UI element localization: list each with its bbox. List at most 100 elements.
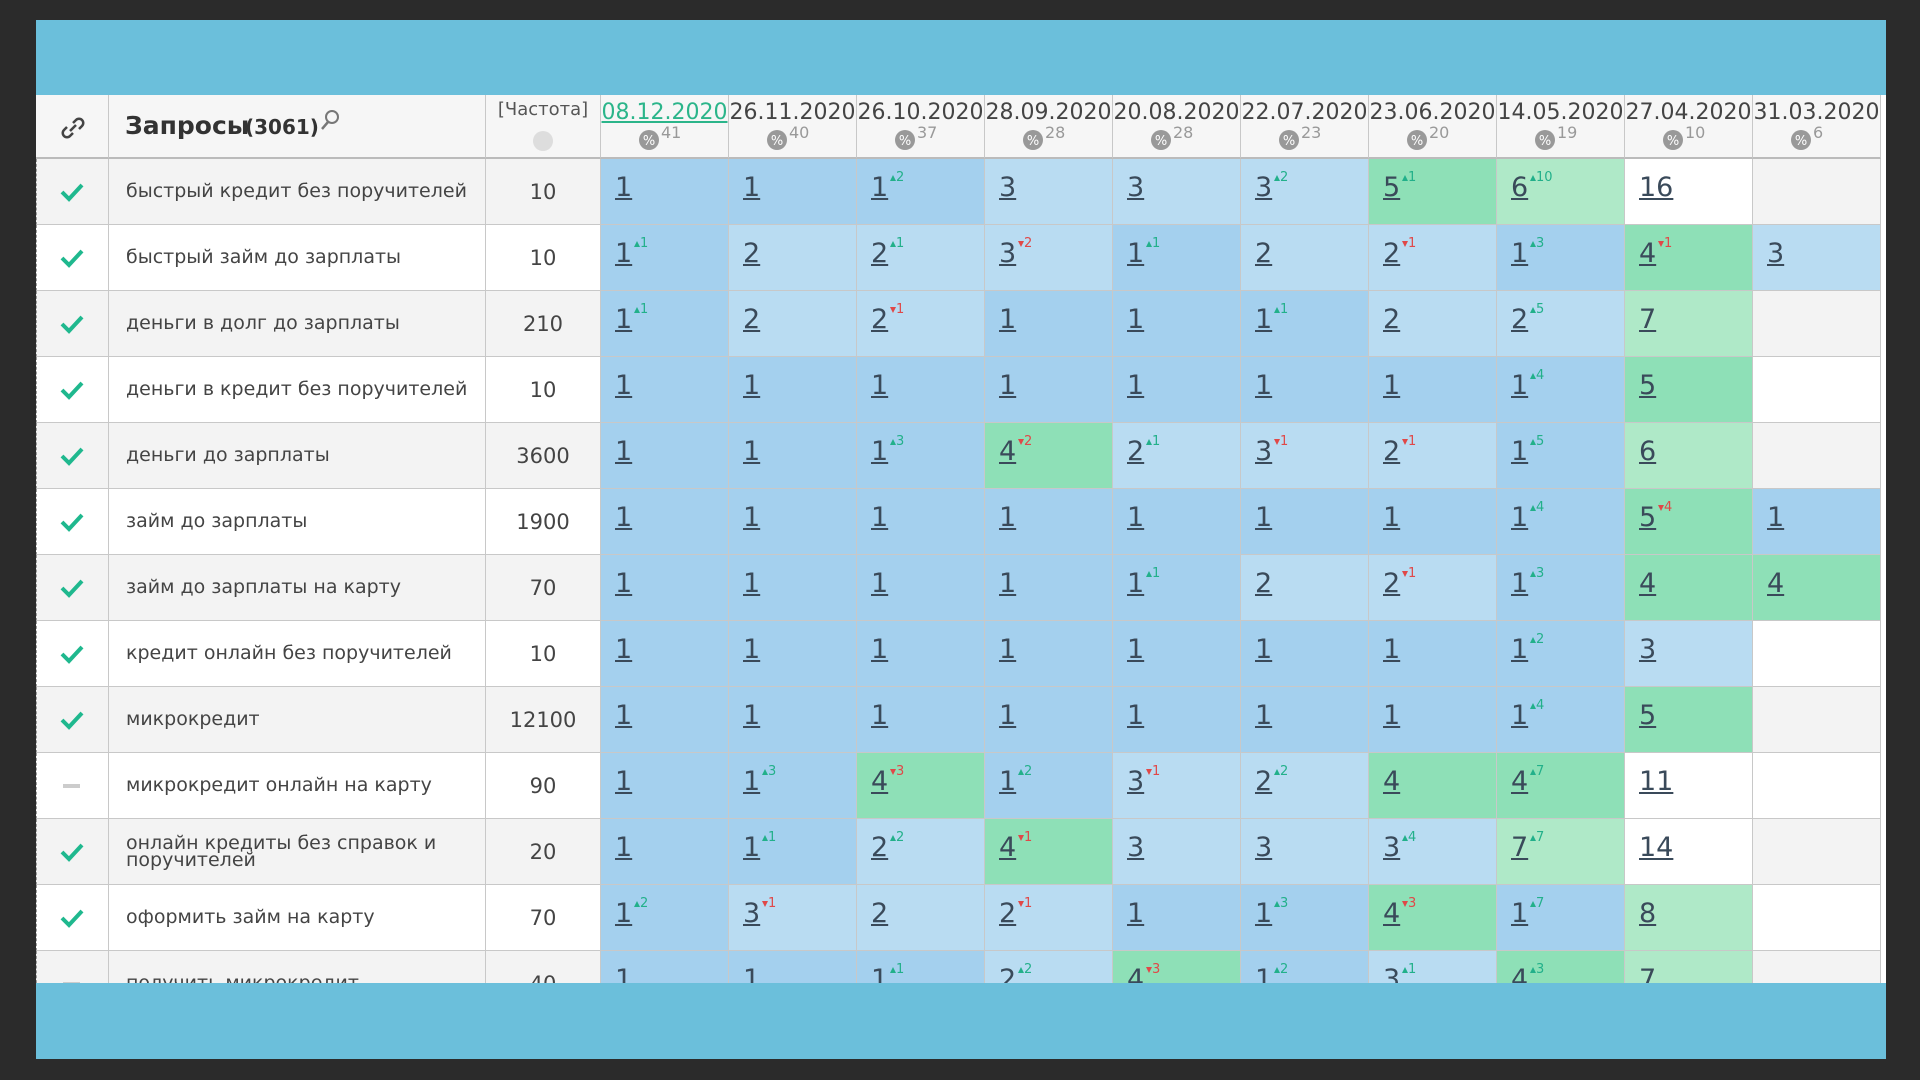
position-link[interactable]: 1 xyxy=(1255,964,1273,983)
position-link[interactable]: 1 xyxy=(871,700,889,731)
date-link[interactable]: 27.04.2020 xyxy=(1625,100,1752,125)
position-link[interactable]: 3 xyxy=(1255,436,1273,467)
date-link[interactable]: 26.10.2020 xyxy=(857,100,984,125)
position-link[interactable]: 4 xyxy=(1127,964,1145,983)
position-link[interactable]: 1 xyxy=(871,370,889,401)
date-link[interactable]: 20.08.2020 xyxy=(1113,100,1240,125)
position-link[interactable]: 14 xyxy=(1639,832,1674,863)
position-link[interactable]: 1 xyxy=(1127,370,1145,401)
position-link[interactable]: 1 xyxy=(743,172,761,203)
position-link[interactable]: 2 xyxy=(871,304,889,335)
position-link[interactable]: 3 xyxy=(1127,766,1145,797)
position-link[interactable]: 3 xyxy=(1383,832,1401,863)
position-link[interactable]: 1 xyxy=(743,568,761,599)
position-link[interactable]: 1 xyxy=(871,964,889,983)
position-link[interactable]: 2 xyxy=(1383,568,1401,599)
position-link[interactable]: 1 xyxy=(615,370,633,401)
position-link[interactable]: 4 xyxy=(1383,766,1401,797)
position-link[interactable]: 2 xyxy=(1383,238,1401,269)
position-link[interactable]: 1 xyxy=(1255,370,1273,401)
position-link[interactable]: 2 xyxy=(1255,238,1273,269)
position-link[interactable]: 1 xyxy=(1127,238,1145,269)
position-link[interactable]: 1 xyxy=(999,502,1017,533)
position-link[interactable]: 3 xyxy=(1767,238,1785,269)
position-link[interactable]: 4 xyxy=(1639,568,1657,599)
position-link[interactable]: 5 xyxy=(1639,502,1657,533)
position-link[interactable]: 3 xyxy=(1255,832,1273,863)
position-link[interactable]: 1 xyxy=(999,370,1017,401)
position-link[interactable]: 1 xyxy=(1255,700,1273,731)
position-link[interactable]: 2 xyxy=(1255,568,1273,599)
position-link[interactable]: 11 xyxy=(1639,766,1674,797)
position-link[interactable]: 1 xyxy=(871,568,889,599)
position-link[interactable]: 1 xyxy=(1127,634,1145,665)
position-link[interactable]: 7 xyxy=(1639,304,1657,335)
position-link[interactable]: 4 xyxy=(1767,568,1785,599)
position-link[interactable]: 1 xyxy=(615,766,633,797)
position-link[interactable]: 1 xyxy=(1383,502,1401,533)
position-link[interactable]: 5 xyxy=(1383,172,1401,203)
position-link[interactable]: 3 xyxy=(1127,172,1145,203)
position-link[interactable]: 2 xyxy=(743,304,761,335)
position-link[interactable]: 1 xyxy=(1511,568,1529,599)
position-link[interactable]: 1 xyxy=(1127,502,1145,533)
position-link[interactable]: 1 xyxy=(615,898,633,929)
position-link[interactable]: 3 xyxy=(999,172,1017,203)
position-link[interactable]: 2 xyxy=(743,238,761,269)
position-link[interactable]: 1 xyxy=(1511,634,1529,665)
position-link[interactable]: 1 xyxy=(999,568,1017,599)
position-link[interactable]: 1 xyxy=(615,700,633,731)
position-link[interactable]: 2 xyxy=(999,964,1017,983)
position-link[interactable]: 1 xyxy=(615,502,633,533)
position-link[interactable]: 3 xyxy=(999,238,1017,269)
position-link[interactable]: 2 xyxy=(871,832,889,863)
position-link[interactable]: 1 xyxy=(1383,634,1401,665)
position-link[interactable]: 5 xyxy=(1639,370,1657,401)
position-link[interactable]: 7 xyxy=(1511,832,1529,863)
position-link[interactable]: 3 xyxy=(1639,634,1657,665)
position-link[interactable]: 1 xyxy=(615,832,633,863)
position-link[interactable]: 1 xyxy=(1127,898,1145,929)
position-link[interactable]: 2 xyxy=(871,898,889,929)
position-link[interactable]: 1 xyxy=(1511,370,1529,401)
position-link[interactable]: 1 xyxy=(743,766,761,797)
position-link[interactable]: 1 xyxy=(1255,898,1273,929)
date-link[interactable]: 08.12.2020 xyxy=(601,100,728,125)
position-link[interactable]: 4 xyxy=(1639,238,1657,269)
position-link[interactable]: 1 xyxy=(743,370,761,401)
position-link[interactable]: 1 xyxy=(743,502,761,533)
position-link[interactable]: 1 xyxy=(1511,238,1529,269)
position-link[interactable]: 4 xyxy=(999,436,1017,467)
position-link[interactable]: 1 xyxy=(615,304,633,335)
position-link[interactable]: 1 xyxy=(1511,700,1529,731)
position-link[interactable]: 1 xyxy=(615,634,633,665)
position-link[interactable]: 1 xyxy=(1127,700,1145,731)
position-link[interactable]: 2 xyxy=(1255,766,1273,797)
position-link[interactable]: 1 xyxy=(999,304,1017,335)
position-link[interactable]: 6 xyxy=(1639,436,1657,467)
position-link[interactable]: 7 xyxy=(1639,964,1657,983)
position-link[interactable]: 2 xyxy=(1383,436,1401,467)
position-link[interactable]: 1 xyxy=(999,700,1017,731)
position-link[interactable]: 1 xyxy=(1255,634,1273,665)
position-link[interactable]: 4 xyxy=(871,766,889,797)
position-link[interactable]: 3 xyxy=(1127,832,1145,863)
position-link[interactable]: 1 xyxy=(871,634,889,665)
position-link[interactable]: 16 xyxy=(1639,172,1674,203)
position-link[interactable]: 1 xyxy=(1383,700,1401,731)
position-link[interactable]: 1 xyxy=(615,238,633,269)
position-link[interactable]: 3 xyxy=(1383,964,1401,983)
date-link[interactable]: 22.07.2020 xyxy=(1241,100,1368,125)
position-link[interactable]: 1 xyxy=(743,634,761,665)
position-link[interactable]: 5 xyxy=(1639,700,1657,731)
position-link[interactable]: 1 xyxy=(999,634,1017,665)
position-link[interactable]: 8 xyxy=(1639,898,1657,929)
date-link[interactable]: 26.11.2020 xyxy=(729,100,856,125)
position-link[interactable]: 1 xyxy=(615,436,633,467)
position-link[interactable]: 1 xyxy=(743,832,761,863)
position-link[interactable]: 1 xyxy=(1255,304,1273,335)
position-link[interactable]: 4 xyxy=(1511,964,1529,983)
position-link[interactable]: 3 xyxy=(1255,172,1273,203)
position-link[interactable]: 1 xyxy=(871,172,889,203)
position-link[interactable]: 1 xyxy=(871,502,889,533)
